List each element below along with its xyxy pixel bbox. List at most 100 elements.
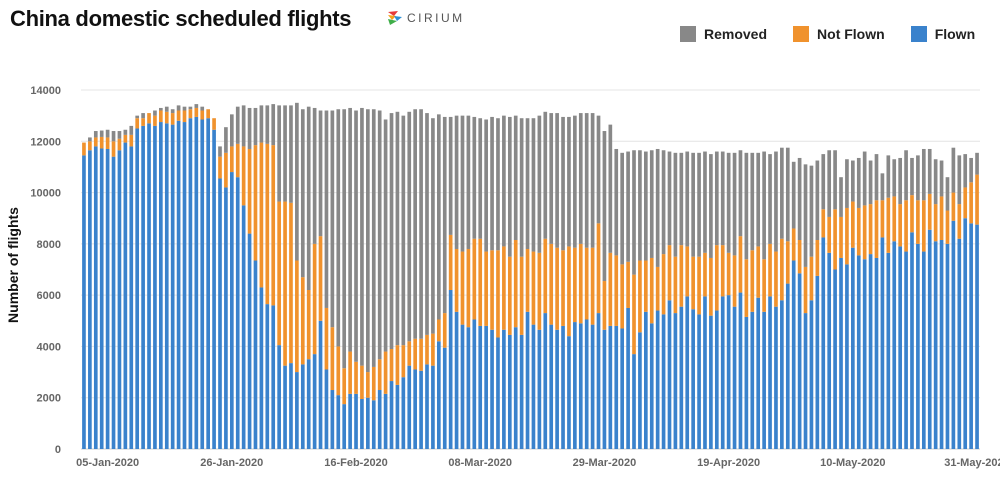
bar-not-flown: [608, 252, 613, 326]
bar-removed: [271, 104, 276, 146]
bar-flown: [318, 320, 323, 449]
bar-removed: [141, 113, 145, 119]
bar-removed: [448, 116, 453, 235]
bar-not-flown: [206, 109, 210, 119]
bar-not-flown: [602, 281, 607, 330]
bar-not-flown: [448, 234, 453, 291]
bar-removed: [561, 116, 565, 251]
bar-not-flown: [898, 204, 902, 247]
bar-removed: [815, 160, 820, 241]
bar-not-flown: [626, 261, 630, 308]
bar-flown: [513, 327, 518, 449]
chart-title: China domestic scheduled flights: [10, 6, 352, 31]
bar-flown: [851, 247, 855, 449]
bar-removed: [218, 146, 222, 157]
bar-removed: [436, 114, 441, 320]
y-tick-label: 4000: [37, 341, 61, 353]
bar-not-flown: [513, 240, 518, 328]
bar-not-flown: [383, 351, 388, 394]
bar-removed: [519, 118, 524, 257]
bar-removed: [774, 151, 778, 252]
bar-removed: [472, 116, 477, 239]
bar-removed: [969, 157, 973, 183]
bar-not-flown: [815, 240, 820, 276]
bar-not-flown: [649, 257, 654, 324]
bar-not-flown: [910, 195, 914, 233]
bar-not-flown: [283, 201, 287, 366]
bar-flown: [685, 296, 690, 449]
bar-removed: [720, 151, 725, 246]
bar-not-flown: [253, 145, 258, 261]
bar-not-flown: [377, 359, 382, 391]
bar-removed: [389, 113, 394, 349]
bar-flown: [295, 372, 299, 449]
bar-flown: [543, 313, 548, 449]
bar-removed: [732, 152, 737, 256]
bar-not-flown: [833, 209, 837, 270]
bar-removed: [963, 154, 968, 188]
bar-removed: [898, 157, 902, 205]
bar-flown: [253, 260, 258, 449]
bar-not-flown: [525, 248, 530, 312]
bar-removed: [377, 110, 382, 360]
bar-removed: [549, 113, 554, 244]
bar-removed: [265, 105, 270, 144]
bar-removed: [709, 154, 713, 258]
bar-removed: [845, 159, 849, 208]
bar-flown: [525, 311, 530, 449]
bar-removed: [839, 177, 843, 217]
bar-flown: [342, 404, 347, 450]
bar-removed: [182, 106, 187, 111]
bar-not-flown: [153, 115, 157, 126]
bar-not-flown: [123, 134, 128, 143]
bar-flown: [720, 296, 725, 449]
bar-flown: [549, 324, 554, 449]
bar-not-flown: [762, 259, 766, 312]
bar-removed: [360, 107, 364, 366]
bar-not-flown: [939, 196, 944, 241]
bar-not-flown: [644, 260, 648, 312]
y-tick-label: 10000: [30, 188, 61, 200]
bar-not-flown: [295, 260, 299, 373]
bar-flown: [241, 205, 246, 449]
bar-not-flown: [371, 366, 376, 401]
bar-not-flown: [661, 254, 666, 315]
bar-not-flown: [129, 134, 134, 147]
bar-removed: [584, 113, 589, 248]
bar-flown: [312, 354, 317, 449]
y-tick-label: 14000: [30, 85, 61, 97]
bar-removed: [224, 127, 228, 153]
bar-not-flown: [419, 338, 423, 371]
bar-flown: [360, 399, 364, 449]
bar-removed: [821, 154, 826, 210]
bar-flown: [153, 125, 157, 450]
bar-removed: [330, 110, 335, 328]
bar-flown: [969, 223, 973, 449]
bar-removed: [596, 115, 601, 224]
bar-not-flown: [709, 257, 713, 316]
bar-flown: [159, 122, 163, 450]
bar-flown: [862, 259, 867, 449]
bar-removed: [916, 155, 920, 201]
y-tick-label: 8000: [37, 239, 61, 251]
bar-not-flown: [780, 238, 784, 301]
bar-removed: [135, 115, 140, 119]
bar-removed: [714, 151, 719, 246]
bar-not-flown: [921, 200, 926, 252]
bar-not-flown: [555, 247, 559, 330]
bar-not-flown: [797, 240, 802, 274]
legend-swatch-flown: [910, 26, 927, 42]
bar-flown: [555, 329, 559, 449]
bar-removed: [785, 147, 790, 242]
bar-removed: [543, 111, 548, 239]
bar-not-flown: [892, 196, 897, 242]
bar-not-flown: [785, 241, 790, 284]
bar-removed: [573, 115, 577, 248]
bar-removed: [371, 109, 376, 367]
bar-removed: [93, 131, 98, 138]
bar-flown: [224, 187, 228, 449]
bar-flown: [638, 332, 642, 449]
bar-removed: [425, 113, 429, 335]
bar-removed: [283, 105, 287, 202]
bar-removed: [927, 148, 932, 194]
